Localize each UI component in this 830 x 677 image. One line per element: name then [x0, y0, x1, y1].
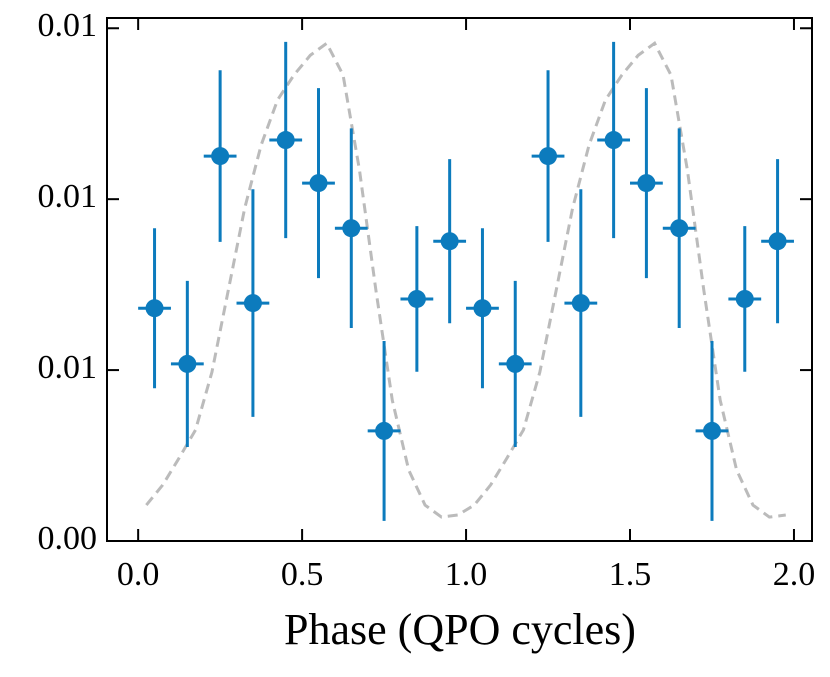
x-tick-label: 0.5 — [281, 556, 324, 593]
data-point — [276, 131, 295, 150]
x-tick-label: 1.0 — [445, 556, 488, 593]
data-point — [145, 299, 164, 318]
data-point — [211, 147, 230, 166]
y-tick-label: 0.00 — [38, 520, 98, 557]
data-point — [702, 421, 721, 440]
data-point — [178, 354, 197, 373]
data-point — [768, 232, 787, 251]
x-tick-label: 0.0 — [117, 556, 160, 593]
data-point — [604, 131, 623, 150]
data-point — [375, 421, 394, 440]
x-tick-label: 2.0 — [773, 556, 816, 593]
data-point — [440, 232, 459, 251]
data-point — [637, 174, 656, 193]
x-axis-label: Phase (QPO cycles) — [284, 605, 636, 654]
y-tick-label: 0.01 — [38, 349, 98, 386]
data-point — [539, 147, 558, 166]
data-point — [342, 219, 361, 238]
plot-frame — [106, 17, 813, 542]
data-point — [473, 299, 492, 318]
data-point — [735, 289, 754, 308]
x-tick-label: 1.5 — [609, 556, 652, 593]
data-point — [309, 174, 328, 193]
model-line — [145, 41, 786, 519]
data-point — [407, 289, 426, 308]
data-point — [670, 219, 689, 238]
y-tick-label: 0.01 — [38, 7, 98, 44]
data-point — [243, 294, 262, 313]
y-tick-label: 0.01 — [38, 178, 98, 215]
data-point — [506, 354, 525, 373]
data-point — [571, 294, 590, 313]
